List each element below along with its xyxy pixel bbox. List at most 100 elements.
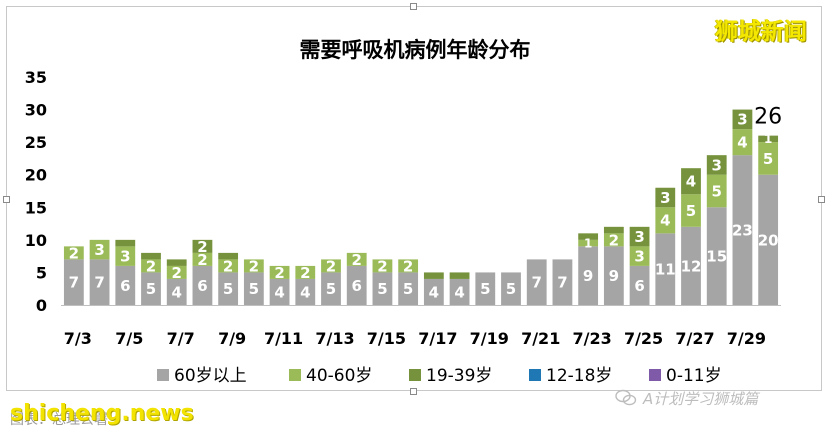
- total-annotation: 26: [754, 105, 782, 130]
- brand-logo: 狮城新闻: [715, 19, 807, 45]
- bar-series: [63, 109, 779, 305]
- x-tick-label: 7/13: [315, 329, 354, 348]
- bar-segment: [321, 272, 341, 305]
- y-tick-label: 5: [36, 263, 47, 282]
- figure-caption: 图表：总理公署: [10, 412, 108, 428]
- bar-segment: [475, 272, 496, 305]
- bar-data-label: 7: [94, 274, 104, 292]
- bar-segment: [321, 259, 341, 273]
- bar-data-label: 5: [506, 280, 516, 298]
- bar-segment: [218, 252, 239, 260]
- bar-segment: [192, 265, 213, 305]
- bar-data-label: 6: [351, 277, 361, 295]
- bar-data-label: 5: [146, 280, 156, 298]
- y-tick-label: 0: [36, 296, 47, 315]
- bar-data-label: 4: [686, 173, 696, 191]
- bar-segment: [269, 278, 290, 305]
- bar-data-label: 3: [737, 111, 747, 129]
- legend-swatch: [289, 369, 301, 381]
- x-tick-label: 7/3: [64, 329, 92, 348]
- bar-segment: [89, 239, 110, 260]
- x-axis: 7/3 7/5 7/7 7/9 7/11 7/13 7/15 7/17 7/19 7/21 7/23…: [61, 305, 781, 348]
- bar-data-label: 4: [660, 212, 670, 230]
- bar-segment: [629, 265, 650, 305]
- bar-data-label: 5: [686, 202, 696, 220]
- x-tick-label: 7/17: [418, 329, 457, 348]
- bar-segment: [115, 246, 136, 266]
- bar-segment: [758, 174, 779, 305]
- bar-segment: [758, 135, 779, 143]
- bar-data-label: 2: [403, 257, 413, 275]
- resize-handle-left[interactable]: [3, 196, 10, 203]
- x-tick-label: 7/27: [675, 329, 714, 348]
- bar-data-label: 3: [660, 189, 670, 207]
- y-tick-label: 15: [25, 198, 47, 217]
- bar-data-label: 7: [69, 274, 79, 292]
- legend-swatch: [409, 369, 421, 381]
- bar-segment: [115, 239, 136, 247]
- bar-segment: [269, 265, 290, 279]
- bar-segment: [706, 174, 727, 208]
- bar-data-label: 2: [171, 264, 181, 282]
- bar-data-label: 9: [609, 267, 619, 285]
- bar-segment: [732, 129, 753, 156]
- bar-segment: [578, 246, 599, 305]
- bar-data-label: 5: [249, 280, 259, 298]
- bar-segment: [603, 246, 624, 305]
- x-tick-label: 7/15: [367, 329, 406, 348]
- bar-segment: [501, 272, 521, 305]
- legend-swatch: [529, 369, 541, 381]
- bar-segment: [603, 233, 624, 247]
- bar-data-label: 4: [429, 283, 439, 301]
- bar-data-label: 5: [326, 280, 336, 298]
- legend-label: 19-39岁: [426, 366, 492, 386]
- bar-data-label: 2: [300, 264, 310, 282]
- bar-segment: [295, 265, 316, 279]
- bar-segment: [449, 272, 470, 279]
- x-tick-label: 7/7: [167, 329, 195, 348]
- bar-segment: [706, 155, 727, 175]
- x-tick-label: 7/23: [573, 329, 612, 348]
- y-tick-label: 25: [25, 133, 47, 152]
- resize-handle-bottom[interactable]: [410, 388, 417, 395]
- bar-data-label: 2: [326, 257, 336, 275]
- bar-segment: [552, 259, 573, 305]
- bar-segment: [346, 252, 367, 266]
- bar-data-label: 5: [480, 280, 490, 298]
- bar-segment: [166, 278, 187, 305]
- bar-segment: [398, 272, 419, 305]
- bar-segment: [398, 259, 419, 273]
- bar-data-label: 2: [223, 257, 233, 275]
- resize-handle-top[interactable]: [410, 3, 417, 10]
- bar-data-label: 2: [351, 251, 361, 269]
- bar-segment: [141, 259, 161, 273]
- bar-segment: [63, 259, 84, 305]
- bar-data-label: 5: [377, 280, 387, 298]
- bar-segment: [655, 233, 676, 305]
- bar-segment: [655, 187, 676, 208]
- bar-data-label: 23: [732, 221, 753, 239]
- bar-data-label: 3: [711, 156, 721, 174]
- y-tick-label: 35: [25, 68, 47, 87]
- bar-segment: [603, 226, 624, 234]
- bar-segment: [141, 252, 161, 260]
- bar-segment: [681, 168, 701, 195]
- bar-segment: [629, 246, 650, 266]
- bar-segment: [706, 207, 727, 305]
- bar-data-label: 2: [197, 251, 207, 269]
- bar-data-label: 2: [274, 264, 284, 282]
- bar-segment: [681, 226, 701, 305]
- bar-data-label: 5: [223, 280, 233, 298]
- bar-segment: [372, 259, 393, 273]
- bar-data-label: 5: [763, 150, 773, 168]
- bar-segment: [166, 259, 187, 266]
- bar-data-label: 7: [531, 274, 541, 292]
- x-tick-label: 7/11: [264, 329, 303, 348]
- x-tick-label: 7/21: [521, 329, 560, 348]
- resize-handle-right[interactable]: [818, 196, 825, 203]
- legend-label: 12-18岁: [546, 366, 612, 386]
- account-watermark: A计划学习狮城篇: [615, 386, 825, 410]
